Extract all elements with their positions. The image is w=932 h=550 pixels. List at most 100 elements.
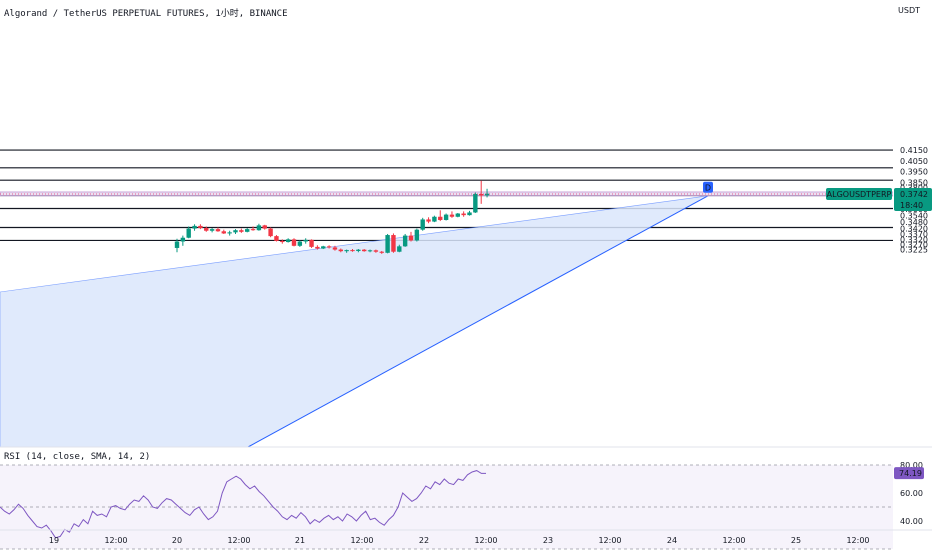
candle-body [245, 229, 250, 232]
candle [291, 238, 297, 247]
price-axis[interactable]: 0.41500.40500.39500.38500.38000.37000.36… [826, 0, 932, 530]
candle [350, 249, 355, 252]
currency-unit: USDT [898, 6, 920, 15]
candle [250, 226, 256, 231]
candle [402, 233, 408, 247]
symbol-title[interactable]: Algorand / TetherUS PERPETUAL FUTURES, 1… [4, 9, 288, 19]
candle-body [408, 235, 414, 241]
candle-body [344, 250, 349, 252]
candle [379, 250, 384, 254]
price-tick-label: 0.4050 [900, 157, 928, 166]
candle [326, 245, 332, 249]
candle [438, 210, 443, 222]
candle [233, 229, 238, 234]
candle [332, 245, 338, 251]
rsi-tick-label: 40.00 [900, 517, 923, 526]
candle [227, 230, 232, 236]
candle-body [438, 216, 443, 220]
candle [449, 211, 455, 218]
candle [373, 249, 379, 253]
time-tick-label: 22 [419, 536, 429, 545]
candle-body [461, 213, 466, 216]
candle-body [397, 246, 402, 252]
candle-body [309, 239, 314, 247]
candle-body [180, 237, 186, 242]
candle-body [332, 247, 338, 250]
rsi-line [0, 470, 486, 539]
candle-body [356, 249, 361, 251]
candle-body [262, 225, 267, 229]
candle [174, 238, 180, 253]
candle-body [209, 229, 215, 231]
candle [274, 235, 279, 242]
candle [321, 245, 326, 250]
rsi-legend[interactable]: RSI (14, close, SMA, 14, 2) [4, 452, 151, 462]
price-tick-label: 0.3850 [900, 178, 928, 187]
time-tick-label: 20 [172, 536, 182, 545]
rsi-value-badge [894, 467, 924, 480]
candle-body [297, 241, 303, 246]
price-tick-label: 0.3320 [900, 235, 928, 244]
candle-body [233, 230, 238, 233]
trend-line[interactable] [247, 195, 709, 448]
drawing-marker[interactable]: D [703, 181, 713, 193]
candle-body [484, 193, 490, 196]
candle [356, 249, 361, 253]
candle [455, 212, 460, 218]
candle [479, 180, 484, 204]
time-tick-label: 23 [543, 536, 553, 545]
candle [338, 248, 343, 253]
candle-body [215, 229, 221, 232]
candle-body [268, 228, 273, 237]
candle-body [449, 214, 455, 217]
candle-body [455, 213, 460, 217]
candle [484, 188, 490, 198]
candle-body [239, 230, 244, 232]
candle-body [379, 251, 384, 253]
candle [303, 238, 308, 244]
candle [192, 224, 197, 231]
price-tag-countdown: 18:40 [900, 201, 923, 210]
time-tick-label: 12:00 [227, 536, 250, 545]
price-axis-background [893, 0, 932, 530]
candle-body [385, 235, 390, 253]
drawing-marker-box[interactable] [703, 181, 713, 193]
price-tick-label: 0.3950 [900, 168, 928, 177]
candle-body [280, 240, 285, 243]
candle-body [467, 212, 472, 216]
candle-body [250, 229, 256, 231]
candle [209, 228, 215, 233]
candle [239, 228, 244, 233]
candle [221, 229, 226, 234]
candle-body [367, 250, 373, 252]
candle [344, 249, 349, 253]
rsi-value: 74.19 [899, 469, 922, 478]
candle [414, 228, 420, 242]
price-tick-label: 0.4150 [900, 146, 928, 155]
candle-body [192, 225, 197, 229]
candle-body [326, 246, 332, 248]
time-tick-label: 12:00 [350, 536, 373, 545]
price-tick-label: 0.3270 [900, 241, 928, 250]
time-axis[interactable]: 19 12:00 20 12:00 21 12:00 22 12:00 23 12:00 24 12:… [0, 529, 932, 545]
candle [309, 239, 314, 248]
candle-body [350, 250, 355, 252]
candle-body [432, 216, 437, 222]
candle-body [373, 250, 379, 252]
candle-body [414, 229, 420, 241]
symbol-tag-label: ALGOUSDTPERP [827, 190, 892, 199]
candle [285, 238, 291, 243]
time-tick-label: 25 [791, 536, 801, 545]
drawing-marker-label: D [705, 183, 711, 192]
price-pane: D [0, 149, 894, 448]
candle [461, 211, 466, 217]
price-tick-label: 0.3225 [900, 246, 928, 255]
price-tick-label: 0.3370 [900, 230, 928, 239]
candle [245, 228, 250, 233]
candle [180, 235, 186, 246]
candle-body [420, 219, 425, 230]
price-tag-box [894, 187, 932, 211]
candle [420, 217, 425, 231]
candle-body [256, 225, 262, 231]
